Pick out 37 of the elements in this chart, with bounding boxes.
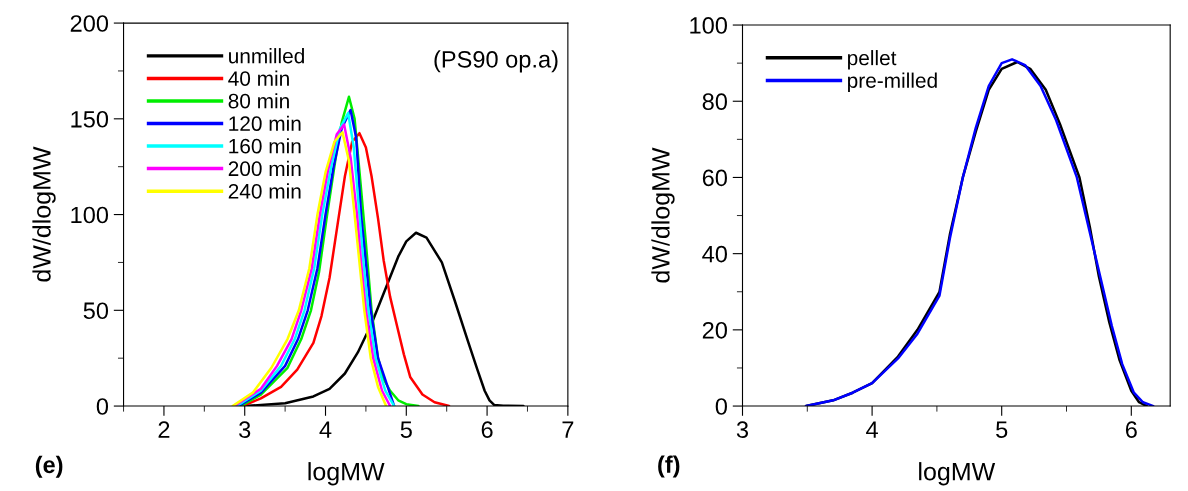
x-tick-label: 5 [996, 421, 1008, 438]
y-tick-label: 40 [702, 245, 727, 263]
x-tick-label: 4 [866, 421, 878, 438]
legend-label: 120 min [229, 115, 301, 132]
x-axis-title: logMW [308, 462, 385, 486]
text: (f) [658, 455, 680, 478]
legend-label: 160 min [229, 138, 301, 154]
x-tick-label: 4 [319, 421, 332, 438]
text: (e) [35, 455, 63, 478]
x-tick-label: 7 [562, 421, 574, 438]
y-tick-label: 150 [71, 110, 109, 128]
y-axis-title: dW/dlogMW [651, 147, 675, 283]
x-tick-label: 6 [481, 421, 493, 438]
y-tick-label: 100 [71, 206, 109, 224]
y-tick-label: 100 [690, 17, 727, 34]
legend-label: 240 min [228, 183, 301, 199]
legend-label: 80 min [228, 93, 289, 109]
y-tick-label: 200 [70, 15, 109, 32]
x-tick-label: 2 [158, 421, 170, 438]
y-tick-label: 80 [702, 93, 727, 111]
y-tick-label: 0 [715, 398, 727, 415]
x-axis-title: logMW [919, 462, 996, 486]
x-tick-label: 3 [736, 421, 749, 438]
y-tick-label: 20 [702, 321, 727, 339]
legend-label: unmilled [229, 48, 304, 64]
y-axis-title: dW/dlogMW [32, 146, 56, 282]
legend-label: 40 min [228, 70, 289, 86]
x-tick-label: 5 [400, 421, 412, 438]
legend-label: pre-milled [848, 72, 937, 93]
legend-label: 200 min [228, 160, 301, 177]
legend-label: pellet [848, 50, 897, 70]
x-tick-label: 3 [239, 421, 251, 438]
y-tick-label: 60 [702, 169, 727, 187]
annotation: (PS90 op.a) [434, 50, 558, 73]
y-tick-label: 0 [96, 398, 109, 415]
y-tick-label: 50 [83, 302, 109, 320]
x-tick-label: 6 [1125, 421, 1137, 438]
